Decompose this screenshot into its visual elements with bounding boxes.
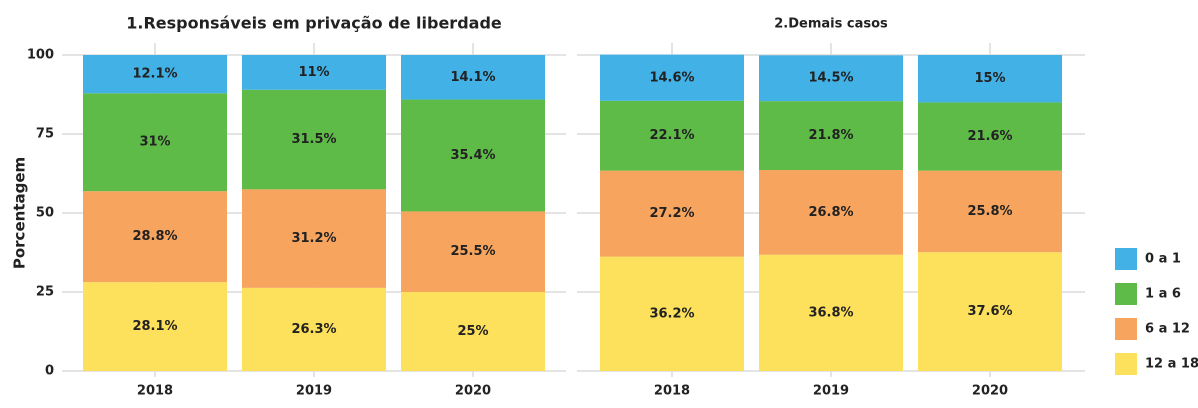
bar-segment xyxy=(759,55,903,102)
bar-segment xyxy=(83,55,227,94)
data-label: 14.1% xyxy=(450,70,495,85)
bar-segment xyxy=(401,55,545,100)
bar-segment xyxy=(401,211,545,292)
legend-label: 1 a 6 xyxy=(1145,287,1181,302)
data-label: 35.4% xyxy=(450,148,495,163)
legend-swatch xyxy=(1115,353,1137,375)
bar-segment xyxy=(600,100,744,171)
data-label: 25.5% xyxy=(450,244,495,259)
bar-segment xyxy=(918,102,1062,171)
y-tick-label: 25 xyxy=(36,285,54,300)
data-label: 14.5% xyxy=(808,71,853,86)
y-tick-label: 0 xyxy=(45,364,54,379)
bar-segment xyxy=(242,189,386,288)
x-tick-label: 2020 xyxy=(972,384,1008,399)
bar-segment xyxy=(918,55,1062,103)
y-tick-label: 100 xyxy=(27,48,54,63)
data-label: 25.8% xyxy=(967,204,1012,219)
bar-segment xyxy=(600,170,744,257)
bar-segment xyxy=(918,170,1062,253)
x-tick-label: 2019 xyxy=(296,384,332,399)
bar-segment xyxy=(83,282,227,371)
panel-title: 2.Demais casos xyxy=(774,17,888,32)
x-tick-label: 2020 xyxy=(455,384,491,399)
data-label: 37.6% xyxy=(967,304,1012,319)
x-tick-label: 2018 xyxy=(137,384,173,399)
bar-segment xyxy=(242,89,386,190)
legend-label: 12 a 18 xyxy=(1145,357,1198,372)
legend-swatch xyxy=(1115,283,1137,305)
bar-segment xyxy=(918,252,1062,371)
bar-segment xyxy=(401,292,545,371)
bar-segment xyxy=(242,287,386,371)
bar-segment xyxy=(83,93,227,192)
data-label: 14.6% xyxy=(649,70,694,85)
x-tick-label: 2019 xyxy=(813,384,849,399)
bar-segment xyxy=(759,254,903,371)
data-label: 11% xyxy=(298,65,329,80)
bar-segment xyxy=(83,191,227,283)
data-label: 28.1% xyxy=(132,319,177,334)
legend-swatch xyxy=(1115,248,1137,270)
data-label: 31.5% xyxy=(291,132,336,147)
data-label: 21.6% xyxy=(967,129,1012,144)
bar-segment xyxy=(600,54,744,101)
data-label: 31.2% xyxy=(291,231,336,246)
data-label: 26.8% xyxy=(808,205,853,220)
data-label: 31% xyxy=(139,135,170,150)
data-label: 22.1% xyxy=(649,128,694,143)
data-label: 27.2% xyxy=(649,206,694,221)
data-label: 25% xyxy=(457,324,488,339)
bar-segment xyxy=(759,101,903,171)
panel-title: 1.Responsáveis em privação de liberdade xyxy=(126,14,502,33)
data-label: 28.8% xyxy=(132,229,177,244)
legend-label: 6 a 12 xyxy=(1145,322,1190,337)
data-label: 36.2% xyxy=(649,306,694,321)
data-label: 21.8% xyxy=(808,128,853,143)
bar-segment xyxy=(600,256,744,371)
y-tick-label: 75 xyxy=(36,127,54,142)
data-label: 26.3% xyxy=(291,322,336,337)
bar-segment xyxy=(759,170,903,255)
bar-segment xyxy=(242,55,386,90)
y-tick-label: 50 xyxy=(36,206,54,221)
legend-label: 0 a 1 xyxy=(1145,252,1181,267)
bar-segment xyxy=(401,99,545,212)
data-label: 15% xyxy=(974,71,1005,86)
x-tick-label: 2018 xyxy=(654,384,690,399)
legend-swatch xyxy=(1115,318,1137,340)
data-label: 12.1% xyxy=(132,67,177,82)
data-label: 36.8% xyxy=(808,305,853,320)
y-axis-label: Porcentagem xyxy=(11,157,29,269)
